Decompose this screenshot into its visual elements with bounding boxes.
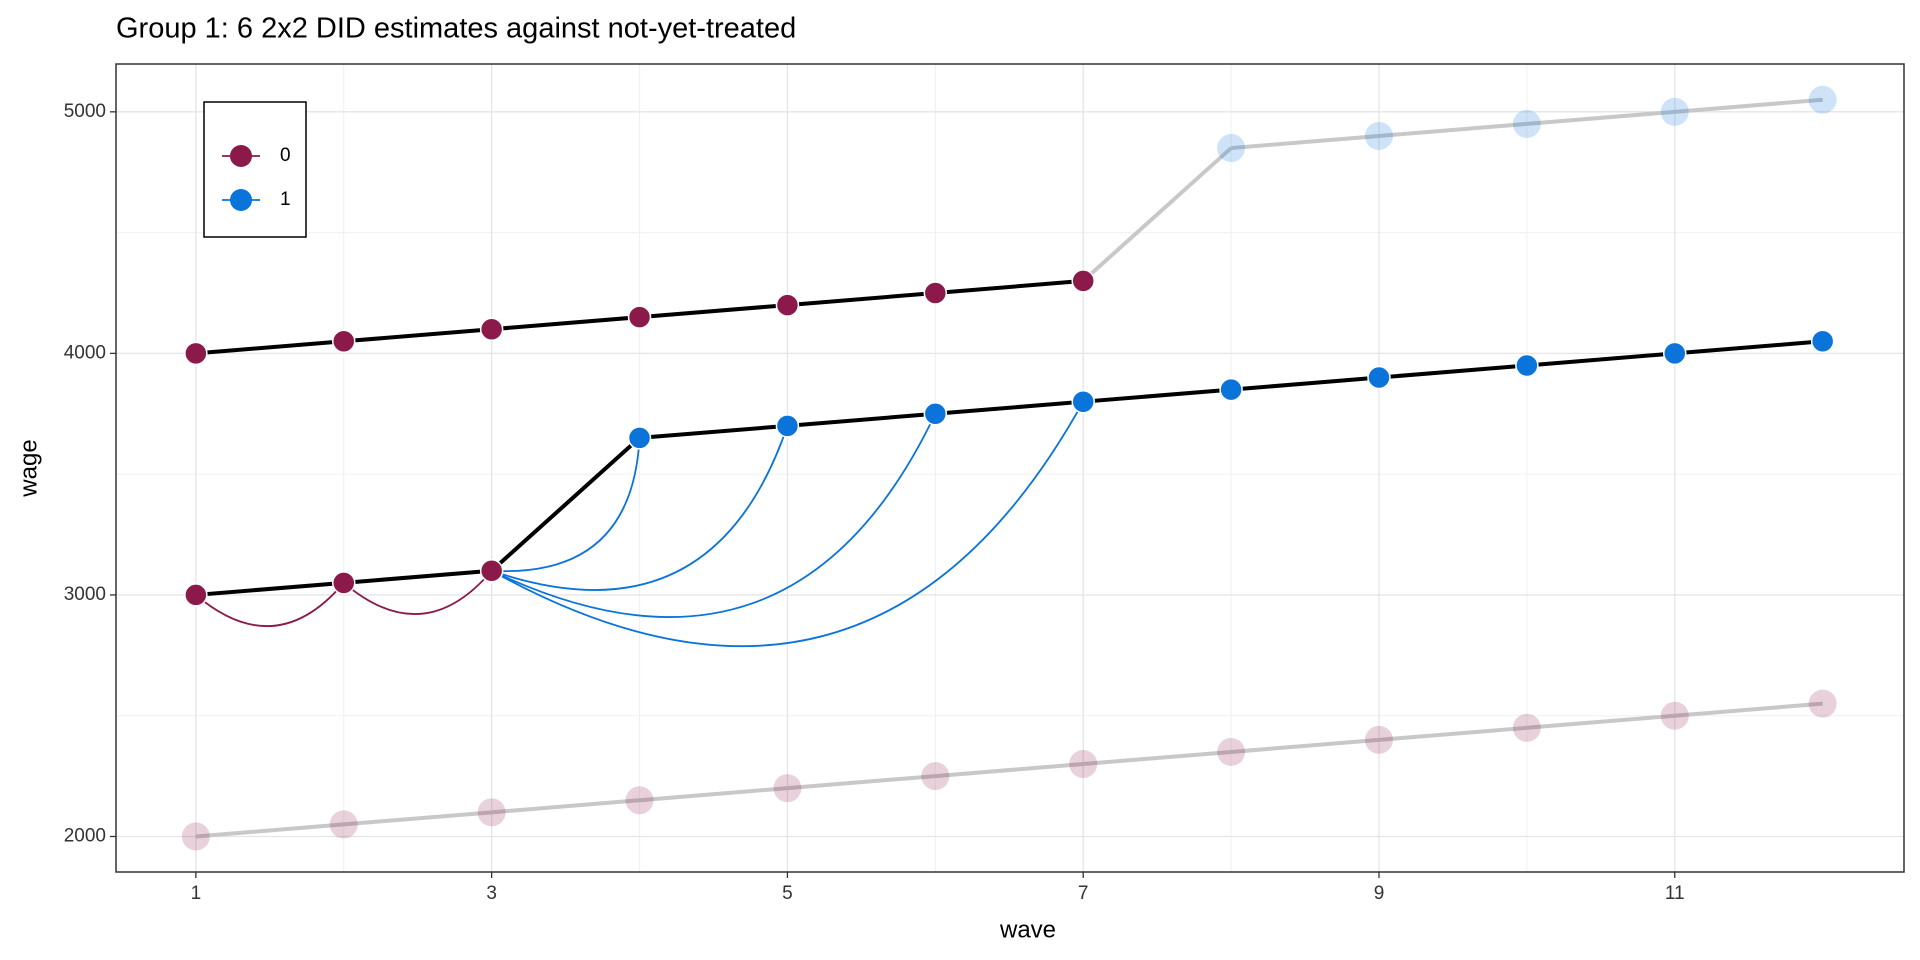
data-point — [1515, 353, 1539, 378]
comparison-curve — [491, 425, 789, 591]
data-point — [1810, 329, 1835, 354]
data-point — [1512, 109, 1541, 138]
unit-line-segment — [1526, 713, 1675, 730]
unit-line-segment — [343, 568, 492, 585]
data-point — [627, 426, 652, 450]
unit-line-segment — [1674, 97, 1823, 114]
x-tick-label: 7 — [1078, 883, 1089, 904]
unit-line-segment — [1378, 725, 1528, 742]
data-point — [1071, 269, 1095, 293]
legend-label: 1 — [280, 189, 291, 210]
unit-line-segment — [787, 291, 936, 308]
y-tick-label: 3000 — [64, 584, 106, 605]
data-point — [1808, 689, 1837, 718]
unit-line-segment — [787, 411, 936, 428]
data-point — [775, 414, 800, 438]
comparison-curve — [491, 437, 641, 573]
data-point — [332, 329, 356, 354]
data-point — [1364, 725, 1393, 754]
unit-line-segment — [639, 786, 788, 803]
data-point — [1219, 377, 1243, 402]
x-axis-label: wave — [999, 916, 1056, 943]
unit-line-segment — [490, 436, 641, 573]
unit-line-segment — [1230, 375, 1380, 392]
panel-background — [116, 64, 1904, 872]
data-point — [923, 281, 948, 305]
unit-line-segment — [1230, 737, 1380, 754]
unit-line-segment — [935, 762, 1084, 779]
y-axis-label: wage — [15, 439, 42, 497]
unit-line-segment — [1378, 121, 1528, 138]
unit-line-segment — [343, 327, 492, 344]
data-point — [1217, 134, 1246, 163]
comparison-curve — [195, 582, 345, 627]
unit-line-segment — [1230, 133, 1380, 151]
unit-line-segment — [787, 774, 936, 791]
data-point — [479, 317, 504, 341]
legend-label: 0 — [280, 145, 291, 166]
data-point — [332, 571, 356, 595]
x-tick-label: 9 — [1374, 883, 1385, 904]
unit-line-segment — [1083, 387, 1232, 404]
y-tick-label: 5000 — [64, 101, 106, 122]
y-tick-label: 2000 — [64, 826, 106, 847]
unit-line-segment — [1674, 701, 1823, 718]
data-point — [479, 559, 504, 583]
data-point — [1808, 85, 1837, 114]
data-point — [923, 402, 948, 426]
unit-line-segment — [491, 798, 640, 815]
data-point — [627, 305, 652, 329]
unit-line-segment — [935, 278, 1084, 295]
unit-line-segment — [195, 822, 344, 839]
data-point — [773, 774, 802, 803]
x-tick-label: 3 — [486, 883, 497, 904]
data-point — [184, 341, 208, 366]
legend-marker — [230, 189, 252, 211]
unit-line-segment — [195, 339, 344, 356]
unit-line-segment — [639, 303, 788, 320]
legend-marker — [230, 145, 252, 167]
data-point — [921, 762, 950, 791]
data-point — [1663, 341, 1687, 366]
data-point — [1364, 121, 1393, 150]
data-point — [1512, 713, 1541, 742]
unit-line-segment — [195, 580, 344, 597]
comparison-curve — [491, 413, 937, 618]
unit-line-segment — [1526, 351, 1675, 368]
data-point — [1217, 737, 1246, 766]
unit-line-segment — [935, 399, 1084, 416]
legend-box — [203, 101, 307, 238]
comparison-curve — [491, 401, 1084, 648]
unit-line-segment — [1083, 749, 1232, 767]
data-point — [775, 293, 800, 317]
data-point — [1660, 701, 1689, 730]
unit-line-segment — [491, 315, 640, 332]
data-point — [477, 798, 506, 827]
data-point — [1069, 750, 1098, 779]
data-point — [181, 822, 210, 851]
data-point — [625, 786, 654, 815]
unit-line-segment — [639, 423, 788, 440]
data-point — [1071, 389, 1095, 414]
data-point — [184, 583, 208, 607]
unit-line-segment — [343, 810, 492, 827]
data-point — [1367, 365, 1391, 390]
unit-line-segment — [1081, 146, 1233, 283]
unit-line-segment — [1378, 363, 1528, 380]
comparison-curve — [343, 570, 493, 615]
data-point — [1660, 97, 1689, 126]
y-tick-label: 4000 — [64, 342, 106, 363]
panel-border — [115, 63, 1905, 873]
unit-line-segment — [1526, 109, 1675, 126]
x-tick-label: 5 — [782, 883, 793, 904]
data-point — [329, 810, 358, 839]
x-tick-label: 11 — [1665, 883, 1685, 904]
chart-title: Group 1: 6 2x2 DID estimates against not… — [116, 13, 796, 45]
x-tick-label: 1 — [191, 883, 202, 904]
unit-line-segment — [1674, 339, 1823, 356]
